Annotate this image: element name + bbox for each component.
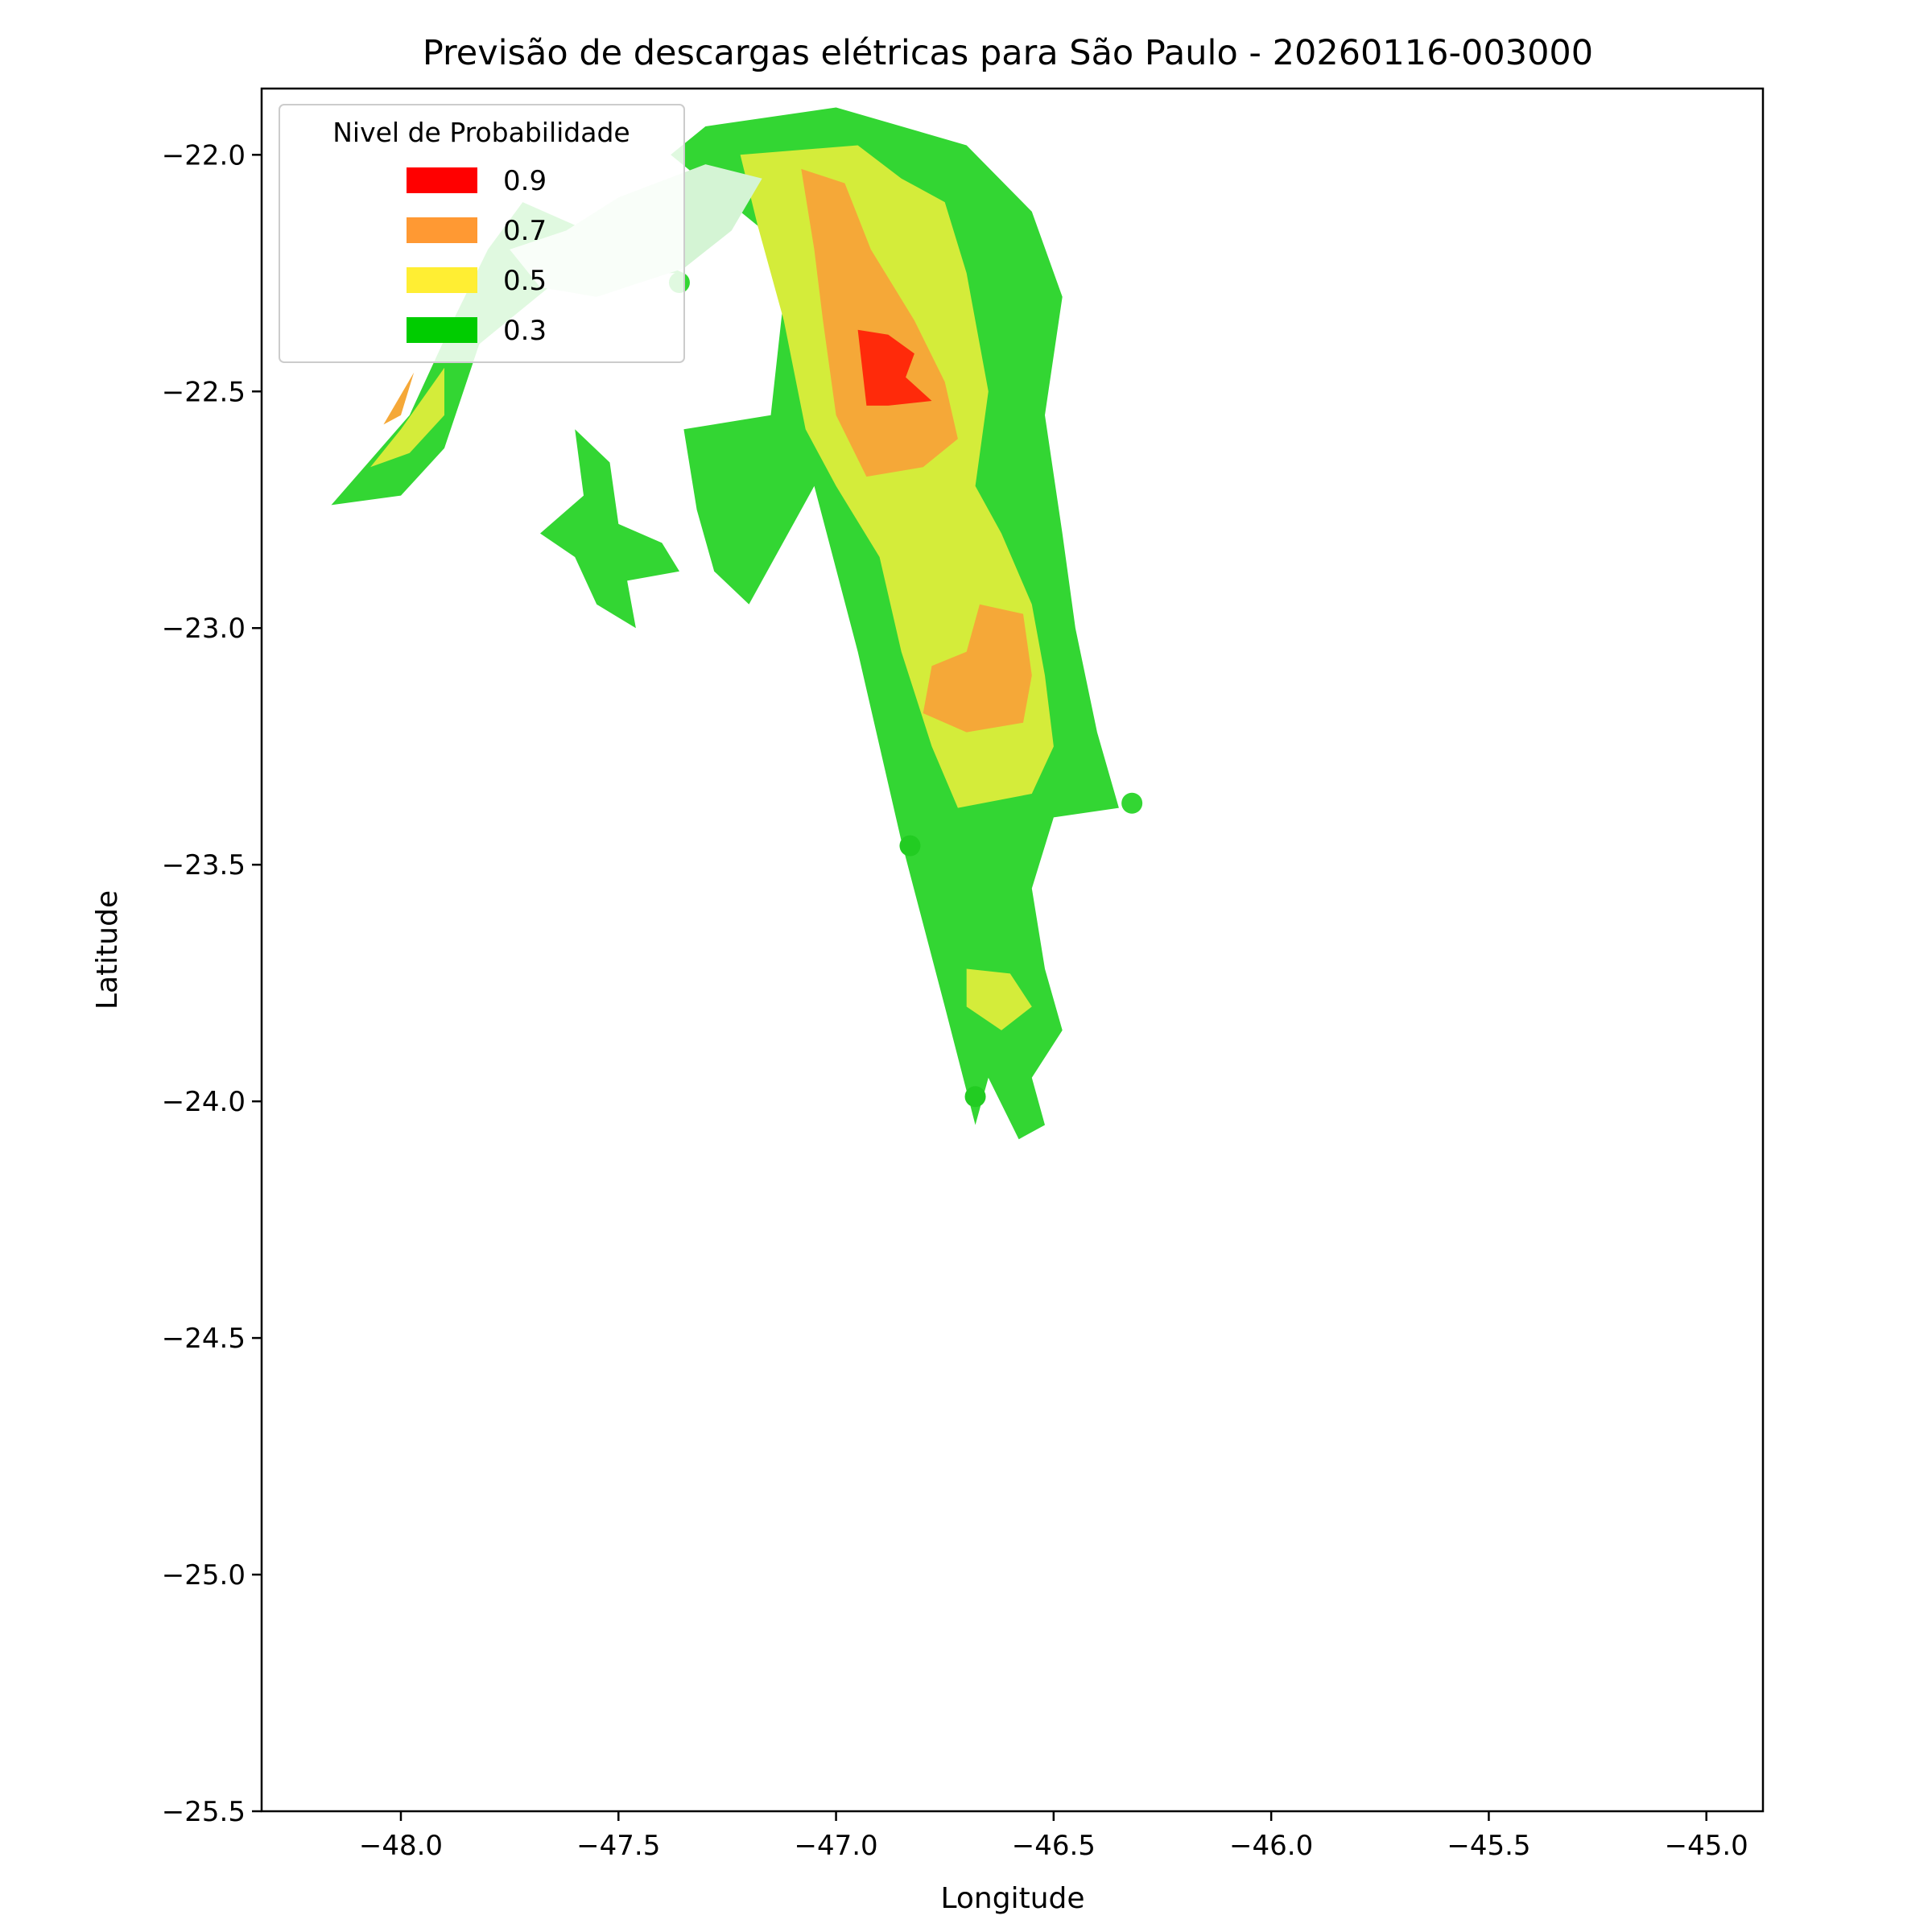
legend-label-0-9: 0.9 — [503, 165, 547, 197]
y-tick-label: −22.5 — [162, 376, 246, 408]
legend-swatch-0-7 — [407, 217, 477, 243]
x-tick-label: −45.5 — [1447, 1830, 1530, 1862]
probability-regions — [331, 107, 1119, 1140]
x-tick-label: −47.0 — [794, 1830, 877, 1862]
x-axis-label: Longitude — [940, 1882, 1084, 1915]
legend-swatch-0-3 — [407, 317, 477, 343]
plot-area — [260, 87, 1765, 1813]
legend-box — [279, 104, 685, 363]
legend-label-0-5: 0.5 — [503, 265, 547, 297]
x-tick-label: −47.5 — [576, 1830, 660, 1862]
region-level-0-3-0 — [671, 107, 1119, 1140]
region-level-0-7-8 — [383, 372, 415, 425]
plot-title: Previsão de descargas elétricas para São… — [423, 33, 1593, 73]
legend-title: Nivel de Probabilidade — [332, 117, 630, 148]
y-tick-label: −22.0 — [162, 139, 246, 171]
legend-label-0-7: 0.7 — [503, 215, 547, 247]
legend-swatch-0-5 — [407, 267, 477, 293]
legend: Nivel de Probabilidade 0.9 0.7 0.5 0.3 — [279, 104, 685, 363]
plot-frame — [260, 87, 1765, 1813]
region-level-0-9-9 — [857, 329, 932, 406]
x-axis-ticks: −48.0 −47.5 −47.0 −46.5 −46.0 −45.5 −45.0 — [359, 1811, 1748, 1862]
y-tick-label: −23.5 — [162, 849, 246, 881]
y-axis-label: Latitude — [91, 890, 124, 1009]
x-tick-label: −45.0 — [1665, 1830, 1748, 1862]
lightning-point-2 — [1121, 792, 1143, 814]
region-level-0-5-5 — [966, 968, 1032, 1030]
legend-swatch-0-9 — [407, 167, 477, 193]
lightning-point-4 — [964, 1086, 986, 1108]
region-level-0-5-4 — [370, 367, 444, 468]
region-level-0-7-7 — [923, 604, 1032, 733]
y-tick-label: −24.5 — [162, 1323, 246, 1355]
lightning-point-3 — [899, 835, 921, 857]
legend-entries: 0.9 0.7 0.5 0.3 — [407, 165, 547, 347]
legend-label-0-3: 0.3 — [503, 315, 547, 347]
y-tick-label: −24.0 — [162, 1086, 246, 1118]
region-level-0-3-2 — [540, 429, 679, 629]
y-axis-ticks: −22.0 −22.5 −23.0 −23.5 −24.0 −24.5 −25.0 −25.5 — [162, 139, 262, 1828]
y-tick-label: −25.5 — [162, 1796, 246, 1828]
y-tick-label: −25.0 — [162, 1559, 246, 1591]
x-tick-label: −46.5 — [1012, 1830, 1096, 1862]
x-tick-label: −48.0 — [359, 1830, 443, 1862]
lightning-point-1 — [812, 205, 834, 227]
x-tick-label: −46.0 — [1229, 1830, 1313, 1862]
y-tick-label: −23.0 — [162, 613, 246, 645]
